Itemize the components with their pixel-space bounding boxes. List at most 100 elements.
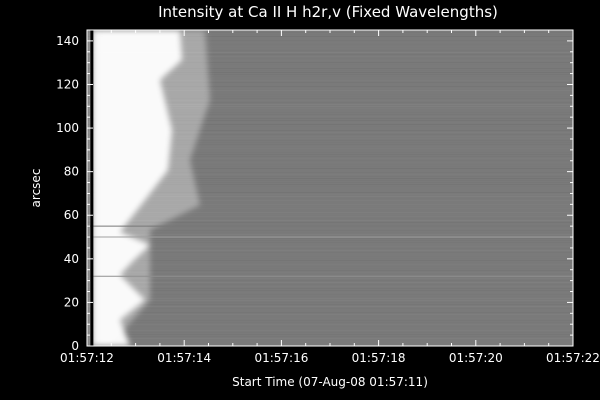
heatmap-row <box>87 140 573 141</box>
heatmap-row <box>87 186 573 187</box>
heatmap-row <box>87 144 573 145</box>
heatmap-row <box>87 128 573 129</box>
heatmap-row <box>87 134 573 135</box>
heatmap-row <box>87 278 573 279</box>
heatmap-row <box>87 176 573 177</box>
heatmap-row <box>87 172 573 173</box>
heatmap-row <box>87 342 573 343</box>
heatmap-row <box>87 228 573 229</box>
y-tick-label: 80 <box>64 165 79 179</box>
heatmap-row <box>87 262 573 263</box>
heatmap-row <box>87 76 573 77</box>
y-tick-label: 40 <box>64 252 79 266</box>
heatmap-row <box>87 156 573 157</box>
heatmap-row <box>87 246 573 247</box>
x-axis: 01:57:12 01:57:14 01:57:16 01:57:18 01:57:20… <box>60 30 600 365</box>
heatmap-row <box>87 188 573 189</box>
heatmap-row <box>87 56 573 57</box>
x-tick-label: 01:57:14 <box>157 351 211 365</box>
heatmap-row <box>87 314 573 315</box>
heatmap-row <box>87 306 573 307</box>
heatmap-row <box>87 324 573 325</box>
heatmap-row <box>87 218 573 219</box>
heatmap-row <box>87 200 573 201</box>
heatmap-row <box>87 38 573 39</box>
heatmap-row <box>87 264 573 265</box>
heatmap-row <box>87 58 573 59</box>
heatmap-row <box>87 202 573 203</box>
heatmap-row <box>87 234 573 235</box>
heatmap-row <box>87 168 573 169</box>
heatmap-row <box>87 210 573 211</box>
heatmap-row <box>87 260 573 261</box>
y-tick-label: 140 <box>56 34 79 48</box>
heatmap-row <box>87 102 573 103</box>
heatmap-row <box>87 164 573 165</box>
heatmap-row <box>87 254 573 255</box>
vertical-dark-line <box>90 30 94 346</box>
heatmap-row <box>87 146 573 147</box>
heatmap-row <box>87 212 573 213</box>
y-tick-label: 120 <box>56 77 79 91</box>
heatmap-row <box>87 270 573 271</box>
heatmap-row <box>87 106 573 107</box>
heatmap-row <box>87 302 573 303</box>
heatmap-row <box>87 280 573 281</box>
heatmap-row <box>87 196 573 197</box>
y-tick-label: 0 <box>71 339 79 353</box>
heatmap-row <box>87 242 573 243</box>
heatmap-row <box>87 322 573 323</box>
heatmap-row <box>87 266 573 267</box>
heatmap-row <box>87 108 573 109</box>
heatmap-row <box>87 320 573 321</box>
heatmap-row <box>87 126 573 127</box>
heatmap-row <box>87 122 573 123</box>
heatmap-row <box>87 120 573 121</box>
y-tick-label: 60 <box>64 208 79 222</box>
x-tick-label: 01:57:16 <box>254 351 308 365</box>
heatmap-row <box>87 130 573 131</box>
heatmap-row <box>87 338 573 339</box>
heatmap-row <box>87 180 573 181</box>
heatmap-row <box>87 70 573 71</box>
heatmap-row <box>87 96 573 97</box>
heatmap-row <box>87 160 573 161</box>
heatmap-row <box>87 158 573 159</box>
heatmap-row <box>87 310 573 311</box>
heatmap-row <box>87 138 573 139</box>
heatmap-row <box>87 62 573 63</box>
heatmap-row <box>87 290 573 291</box>
heatmap-row <box>87 112 573 113</box>
heatmap-row <box>87 82 573 83</box>
heatmap-row <box>87 72 573 73</box>
heatmap-row <box>87 240 573 241</box>
heatmap-row <box>87 198 573 199</box>
heatmap-row <box>87 208 573 209</box>
heatmap-row <box>87 132 573 133</box>
x-tick-label: 01:57:18 <box>352 351 406 365</box>
heatmap-row <box>87 98 573 99</box>
heatmap-row <box>87 232 573 233</box>
heatmap-row <box>87 330 573 331</box>
x-axis-label: Start Time (07-Aug-08 01:57:11) <box>232 375 428 389</box>
heatmap-row <box>87 90 573 91</box>
y-axis-label: arcsec <box>29 169 43 208</box>
heatmap-row <box>87 282 573 283</box>
bright-transient-region <box>92 30 210 346</box>
heatmap-row <box>87 116 573 117</box>
x-tick-label: 01:57:20 <box>449 351 503 365</box>
heatmap-row <box>87 256 573 257</box>
heatmap-row <box>87 204 573 205</box>
heatmap-row <box>87 150 573 151</box>
heatmap-row <box>87 118 573 119</box>
y-tick-label: 100 <box>56 121 79 135</box>
heatmap-row <box>87 272 573 273</box>
heatmap-row <box>87 238 573 239</box>
heatmap-row <box>87 114 573 115</box>
heatmap-row <box>87 316 573 317</box>
heatmap-row <box>87 292 573 293</box>
heatmap-row <box>87 326 573 327</box>
heatmap-row <box>87 124 573 125</box>
heatmap-row <box>87 294 573 295</box>
